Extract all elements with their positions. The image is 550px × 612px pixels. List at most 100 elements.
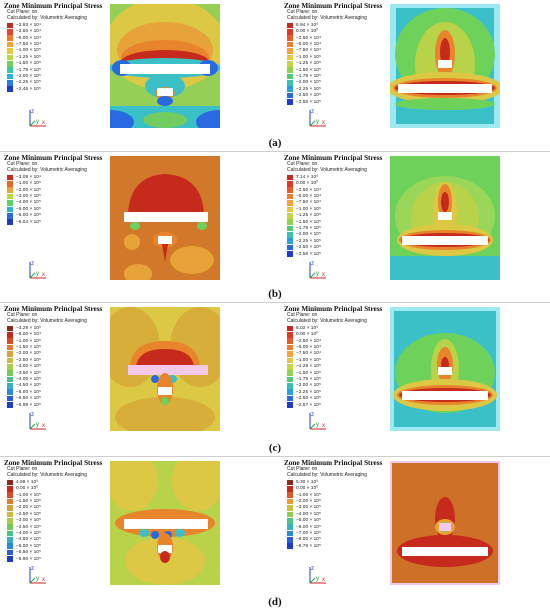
legend-swatch [7, 187, 13, 193]
legend-swatch [7, 193, 13, 200]
legend-entry: −2.00 × 10⁵ [287, 498, 384, 505]
legend-swatch [287, 492, 293, 498]
legend-value: −2.00 × 10⁵ [296, 499, 321, 505]
legend-value: −1.00 × 10⁵ [296, 357, 321, 363]
legend-title: Zone Minimum Principal Stress [4, 2, 103, 10]
legend-list: 4.69 × 10³ 0.00 × 10⁰ −1.00 × 10⁵ −1.50 × 1… [4, 479, 104, 562]
legend-value: −5.00 × 10⁵ [16, 543, 41, 549]
legend-entry: −2.50 × 10⁴ [287, 35, 384, 41]
calculation-method-label: Calculated by: Volumetric Averaging [7, 166, 87, 173]
legend-entry: −2.50 × 10⁵ [287, 92, 384, 99]
legend-swatch [7, 530, 13, 537]
calculation-method-label: Calculated by: Volumetric Averaging [7, 471, 87, 478]
legend-swatch [7, 498, 13, 505]
legend-entry: −5.00 × 10⁵ [7, 206, 104, 213]
legend-swatch [7, 479, 13, 486]
legend-swatch [287, 232, 293, 238]
legend-entry: −2.00 × 10⁵ [7, 505, 104, 511]
legend-title: Zone Minimum Principal Stress [284, 305, 383, 313]
legend: Zone Minimum Principal Stress Cut Plane:… [284, 459, 384, 550]
legend-value: −2.00 × 10⁵ [296, 232, 321, 238]
legend-swatch [7, 344, 13, 351]
legend-swatch [287, 524, 293, 530]
cut-plane-label: Cut Plane: on [7, 466, 38, 472]
legend-swatch [287, 225, 293, 232]
axis-z-label: z [311, 412, 314, 418]
legend-swatch [287, 325, 293, 332]
legend-value: −2.25 × 10⁵ [296, 86, 321, 92]
legend-swatch [287, 244, 293, 251]
axis-y-label: y [36, 422, 39, 428]
legend-swatch [287, 212, 293, 219]
legend-swatch [287, 73, 293, 80]
legend-value: −2.50 × 10⁴ [296, 187, 322, 193]
legend-swatch [7, 331, 13, 338]
legend-value: −2.25 × 10⁵ [296, 389, 321, 395]
cut-plane-label: Cut Plane: on [287, 312, 318, 318]
legend-value: −1.50 × 10⁵ [16, 61, 41, 67]
legend-entry: −5.00 × 10⁴ [287, 193, 384, 200]
legend-value: −5.00 × 10⁵ [16, 206, 41, 212]
legend-value: −4.00 × 10⁵ [16, 531, 41, 536]
axis-x-label: x [322, 120, 325, 126]
cut-plane-label: Cut Plane: on [7, 312, 38, 318]
legend-value: −2.55 × 10⁵ [296, 99, 321, 105]
axis-x-label: x [42, 423, 45, 429]
axis-triad: z y x [26, 258, 50, 282]
legend-value: −2.57 × 10⁵ [296, 402, 321, 408]
legend-value: −1.25 × 10⁵ [296, 213, 321, 219]
separator [0, 302, 550, 303]
legend-entry: −7.50 × 10⁴ [7, 41, 104, 48]
legend-swatch [287, 370, 293, 376]
legend-swatch [287, 238, 293, 245]
stress-contour-plot [390, 461, 500, 585]
legend: Zone Minimum Principal Stress Cut Plane:… [4, 459, 104, 562]
legend-swatch [287, 187, 293, 193]
legend-value: −5.00 × 10⁴ [296, 194, 322, 200]
legend-entry: −1.50 × 10⁵ [7, 498, 104, 505]
legend-entry: −2.50 × 10⁴ [7, 28, 104, 35]
legend-swatch [287, 35, 293, 41]
legend-value: −1.50 × 10⁵ [296, 67, 321, 73]
legend-swatch [7, 338, 13, 344]
legend-swatch [287, 511, 293, 518]
legend-entry: −5.00 × 10⁴ [7, 35, 104, 41]
legend-entry: −2.00 × 10⁵ [287, 232, 384, 238]
legend-swatch [7, 86, 13, 93]
legend-swatch [7, 174, 13, 181]
legend-list: 5.30 × 10³ 0.00 × 10⁰ −1.00 × 10⁵ −2.00 × 1… [284, 479, 384, 550]
legend-value: −5.00 × 10⁵ [296, 518, 321, 524]
legend-entry: −6.00 × 10⁵ [7, 212, 104, 219]
panel-c-right: Zone Minimum Principal Stress Cut Plane:… [280, 305, 550, 435]
legend-value: −1.75 × 10⁵ [296, 226, 321, 231]
legend-swatch [287, 80, 293, 86]
legend-swatch [7, 524, 13, 530]
legend-entry: −1.00 × 10⁵ [287, 54, 384, 61]
axis-z-label: z [31, 109, 34, 115]
legend-swatch [287, 193, 293, 200]
legend-value: −2.00 × 10⁵ [16, 187, 41, 193]
legend-value: −7.50 × 10⁴ [296, 200, 322, 206]
legend-list: 6.94 × 10³ 0.00 × 10⁰ −2.50 × 10⁴ −5.00 × 1… [284, 22, 384, 105]
legend-value: −1.25 × 10⁵ [296, 61, 321, 67]
legend-swatch [287, 363, 293, 370]
caption-d: (d) [268, 596, 282, 608]
legend-value: −3.50 × 10⁵ [16, 370, 41, 376]
legend-value: −5.00 × 10⁵ [16, 389, 41, 395]
legend-swatch [7, 180, 13, 187]
legend-entry: −2.00 × 10⁵ [287, 383, 384, 389]
legend-entry: −2.00 × 10⁵ [7, 351, 104, 357]
legend-entry: −2.50 × 10⁵ [7, 357, 104, 364]
panel-c-left: Zone Minimum Principal Stress Cut Plane:… [0, 305, 270, 435]
legend-swatch [287, 48, 293, 54]
legend-value: 5.30 × 10³ [296, 479, 318, 485]
legend-swatch [7, 389, 13, 396]
axis-y-label: y [36, 119, 39, 125]
stress-contour-plot [390, 307, 500, 431]
legend-swatch [7, 485, 13, 492]
legend-entry: −3.50 × 10⁵ [7, 370, 104, 376]
legend-value: −5.90 × 10⁵ [16, 556, 41, 562]
axis-x-label: x [322, 423, 325, 429]
legend-value: −3.29 × 10³ [16, 325, 41, 331]
legend-value: 6.94 × 10³ [296, 22, 318, 28]
